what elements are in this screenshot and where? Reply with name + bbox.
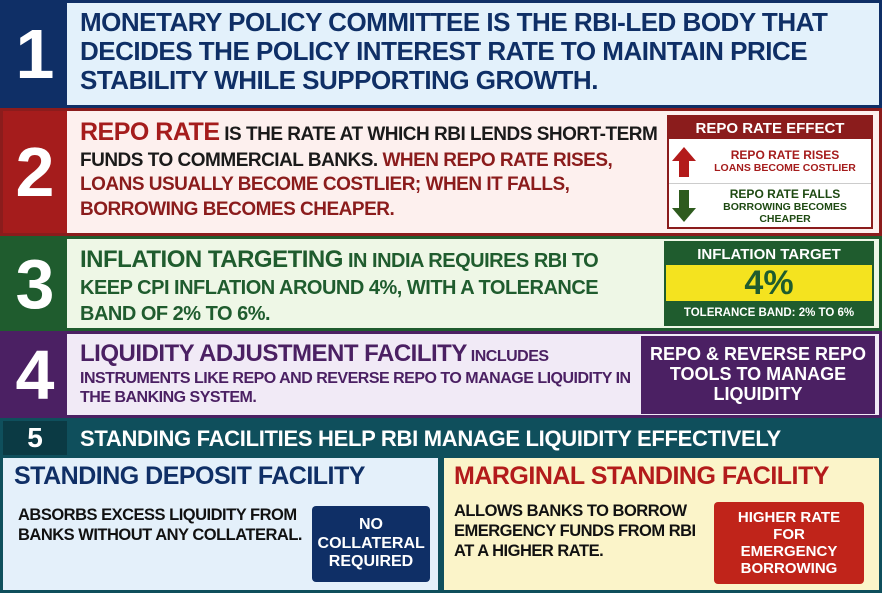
repo-box: REPO RATE EFFECT REPO RATE RISES LOANS BE… [667,115,873,229]
text: LIQUIDITY ADJUSTMENT FACILITY INCLUDES I… [80,340,640,407]
number: 3 [3,239,67,328]
item: REPO RATE FALLS BORROWING BECOMES CHEAPER [669,184,871,228]
section-1 [0,0,882,108]
label: REPO RATE RISES [730,148,840,162]
number: 1 [3,3,67,105]
msf-text: ALLOWS BANKS TO BORROW EMERGENCY FUNDS F… [454,502,696,560]
section-5-header [0,418,882,458]
number: 4 [3,334,67,415]
highlight: LIQUIDITY ADJUSTMENT FACILITY [80,340,467,367]
box-title: INFLATION TARGET [697,245,841,263]
highlight: REPO RATE [80,118,220,146]
label: REPO RATE FALLS [729,187,841,201]
msf-badge: HIGHER RATE FOR EMERGENCY BORROWING [714,502,864,584]
item: REPO RATE RISES LOANS BECOME COSTLIER [669,139,871,184]
text: INFLATION TARGETING IN INDIA REQUIRES RB… [80,244,650,327]
highlight: INFLATION TARGETING [80,246,343,273]
text: IS THE RATE AT WHICH RBI LENDS SHORT-TER… [80,124,658,171]
msf-title: MARGINAL STANDING FACILITY [454,462,829,490]
target-value: 4% [666,264,872,302]
number: 2 [3,111,67,233]
note: TOLERANCE BAND: 2% TO 6% [683,306,855,319]
sdf-badge: NO COLLATERAL REQUIRED [312,506,430,582]
emphasis: WHEN REPO RATE RISES, LOANS USUALLY BECO… [80,149,613,220]
number: 5 [3,421,67,455]
text: IN INDIA REQUIRES RBI TO KEEP CPI INFLAT… [80,250,599,326]
box-title: REPO RATE EFFECT [669,117,871,139]
detail: BORROWING BECOMES CHEAPER [723,201,847,225]
title: STANDING FACILITIES HELP RBI MANAGE LIQU… [80,426,781,451]
sdf-text: ABSORBS EXCESS LIQUIDITY FROM BANKS WITH… [18,506,303,544]
text: INCLUDES INSTRUMENTS LIKE REPO AND REVER… [80,348,631,406]
text: MONETARY POLICY COMMITTEE IS THE RBI-LED… [80,7,828,96]
text: REPO RATE IS THE RATE AT WHICH RBI LENDS… [80,116,660,223]
up-arrow [672,147,696,177]
inflation-box: INFLATION TARGET 4% TOLERANCE BAND: 2% T… [664,241,874,326]
liquidity-box: REPO & REVERSE REPO TOOLS TO MANAGE LIQU… [641,336,875,414]
down-arrow [672,190,696,222]
detail: LOANS BECOME COSTLIER [714,162,856,174]
sdf-title: STANDING DEPOSIT FACILITY [14,462,365,490]
